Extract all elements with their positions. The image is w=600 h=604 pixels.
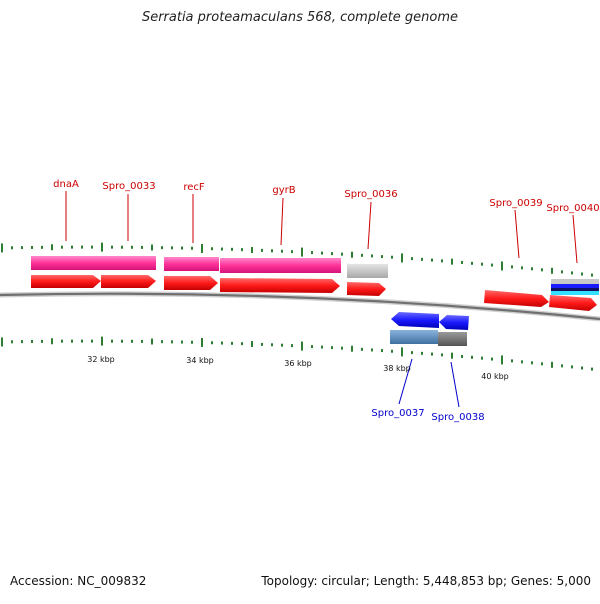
feature-Spro_0037[interactable]	[390, 330, 438, 344]
gene-arrow-Spro_0033[interactable]	[101, 275, 156, 288]
leader-Spro_0039	[514, 209, 520, 259]
leader-Spro_0038	[450, 361, 460, 408]
scale-label-34kbp: 34 kbp	[186, 356, 214, 365]
gene-label-Spro_0039[interactable]: Spro_0039	[489, 198, 542, 209]
gene-arrow-Spro_0037[interactable]	[391, 312, 439, 328]
feature-recF[interactable]	[164, 257, 219, 271]
gene-label-recF[interactable]: recF	[183, 182, 205, 193]
gene-label-Spro_0038[interactable]: Spro_0038	[431, 412, 484, 423]
leader-Spro_0036	[367, 201, 372, 250]
tick-marks-lower	[1, 336, 593, 371]
gene-label-dnaA[interactable]: dnaA	[53, 179, 79, 190]
gene-label-Spro_0037[interactable]: Spro_0037	[371, 408, 424, 419]
scale-label-36kbp: 36 kbp	[284, 359, 312, 368]
feature-gyrB[interactable]	[220, 258, 341, 273]
gene-label-Spro_0040[interactable]: Spro_0040	[546, 203, 599, 214]
gene-label-gyrB[interactable]: gyrB	[272, 185, 295, 196]
gene-label-Spro_0033[interactable]: Spro_0033	[102, 181, 155, 192]
gene-arrow-recF[interactable]	[164, 276, 218, 290]
gene-arrow-Spro_0036[interactable]	[347, 282, 386, 296]
scale-label-40kbp: 40 kbp	[481, 372, 509, 381]
leader-Spro_0040	[572, 214, 578, 264]
map-title: Serratia proteamaculans 568, complete ge…	[141, 10, 459, 25]
feature-Spro_0036[interactable]	[347, 264, 388, 278]
gene-arrow-Spro_0039[interactable]	[484, 290, 549, 307]
leader-Spro_0037	[398, 358, 413, 405]
gene-arrow-dnaA[interactable]	[31, 275, 101, 288]
feature-dnaA[interactable]	[31, 256, 101, 270]
gene-arrow-Spro_0040[interactable]	[549, 295, 597, 311]
topology-text: Topology: circular; Length: 5,448,853 bp…	[261, 574, 591, 588]
gene-arrow-Spro_0038[interactable]	[439, 315, 469, 330]
genome-backbone-line	[0, 292, 600, 321]
scale-label-32kbp: 32 kbp	[87, 355, 115, 364]
scale-label-38kbp: 38 kbp	[383, 364, 411, 373]
leader-gyrB	[280, 197, 284, 246]
gene-label-Spro_0036[interactable]: Spro_0036	[344, 189, 397, 200]
gene-arrow-gyrB[interactable]	[220, 278, 340, 293]
tick-marks-upper	[1, 242, 593, 277]
feature-Spro_0038[interactable]	[438, 332, 467, 346]
feature-Spro_0040[interactable]	[551, 279, 599, 295]
accession-text: Accession: NC_009832	[10, 574, 147, 588]
feature-Spro_0033[interactable]	[101, 256, 156, 270]
